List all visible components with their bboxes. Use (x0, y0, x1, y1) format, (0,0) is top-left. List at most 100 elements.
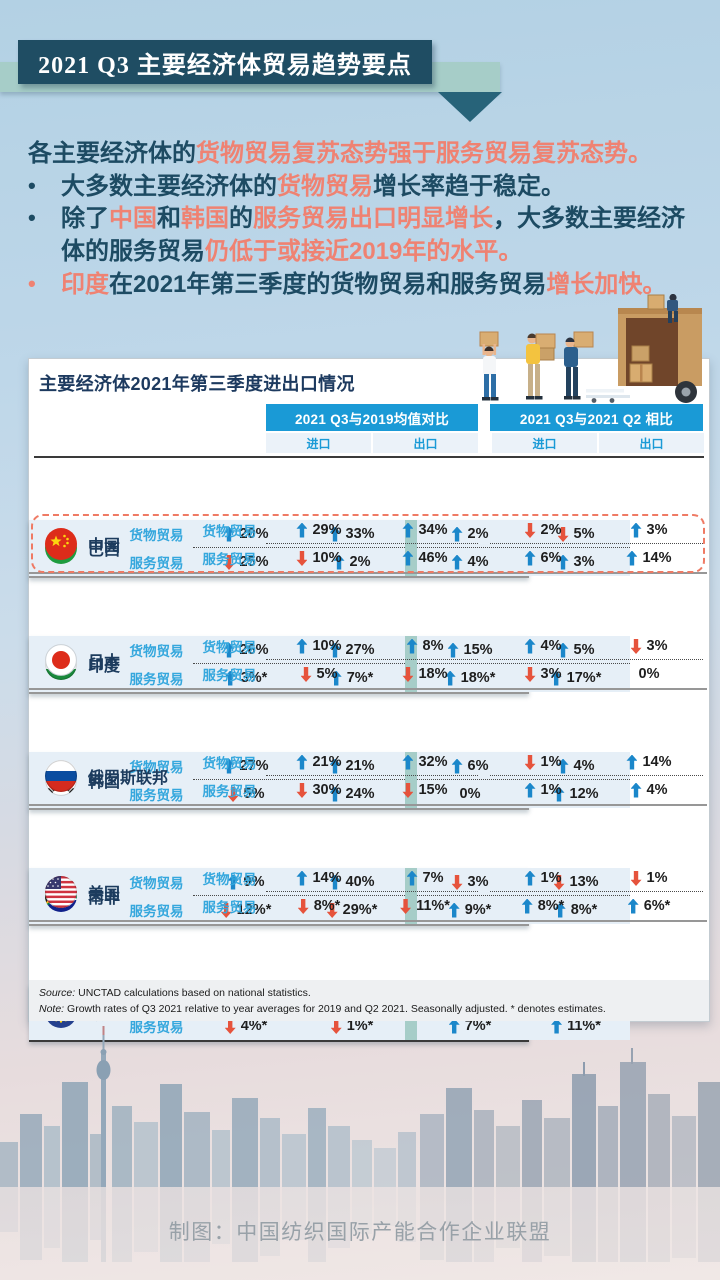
value-text: 9% (243, 874, 265, 890)
subheader-import-2019: 进口 (266, 433, 371, 453)
goods-trade-row: 货物贸易 14% 7% 1% 1% (193, 864, 707, 892)
column-gap (478, 892, 490, 920)
trade-value: 10% (266, 544, 372, 572)
trade-value: 33% (299, 520, 405, 548)
row-divider (490, 543, 703, 544)
goods-trade-row: 货物贸易 10% 8% 4% 3% (193, 632, 707, 660)
row-divider (417, 895, 631, 896)
down-arrow-icon (631, 639, 642, 654)
bullet-dot: • (28, 270, 36, 296)
trade-type-label: 服务贸易 (202, 900, 257, 915)
trade-value: 3%* (193, 664, 299, 692)
row-divider (266, 891, 478, 892)
services-trade-row: 服务贸易 8%* 11%* 8%* 6%* (193, 892, 707, 920)
trade-type-label: 货物贸易 (120, 520, 194, 548)
country-name: 韩国 (88, 774, 121, 791)
up-arrow-icon (524, 782, 536, 798)
value-text: 14% (642, 754, 672, 770)
down-arrow-icon (400, 899, 411, 914)
source-note: Source: UNCTAD calculations based on nat… (39, 985, 699, 1001)
trade-value: 8%* (523, 896, 629, 924)
up-arrow-icon (444, 670, 456, 686)
trade-value: 8%* (490, 892, 596, 920)
source-label: Source: (39, 987, 76, 999)
trade-value: 26% (193, 636, 299, 664)
value-text: 7%* (464, 1018, 492, 1034)
value-text: 5% (573, 642, 595, 658)
trade-type-label: 服务贸易 (120, 780, 194, 808)
up-arrow-icon (451, 526, 463, 542)
values-vs-q2: 2% 3% (490, 516, 703, 544)
value-text: 25% (239, 554, 269, 570)
up-arrow-icon (524, 870, 536, 886)
row-divider (193, 895, 406, 896)
down-arrow-icon (631, 871, 642, 886)
trade-value: 9%* (417, 896, 523, 924)
subheader-export-2019: 出口 (373, 433, 478, 453)
up-arrow-icon (521, 898, 533, 914)
country-cell: 俄罗斯联邦 (29, 748, 193, 804)
trade-value: 17%* (523, 664, 629, 692)
trade-value: 11%* (372, 892, 478, 920)
value-text: 29%* (342, 902, 378, 918)
up-arrow-icon (451, 758, 463, 774)
services-trade-row: 服务贸易 5% 24% 0% 12% (120, 780, 631, 808)
japan-flag-icon (45, 644, 77, 676)
column-gap (478, 544, 490, 572)
values-vs-q2: 1% 4% (490, 776, 703, 804)
table-notes: Source: UNCTAD calculations based on nat… (29, 980, 709, 1021)
trade-value: 5% (523, 520, 629, 548)
up-arrow-icon (330, 670, 342, 686)
value-text: 0% (638, 666, 660, 682)
values-vs-q2: 4% 3% (490, 632, 703, 660)
trade-value: 6%* (596, 892, 702, 920)
country-name: 巴西 (88, 542, 121, 559)
highlighted-text: 仍低于或接近2019年的水平。 (205, 237, 523, 265)
value-text: 3% (646, 522, 668, 538)
subheaders: 进口 出口 进口 出口 (266, 433, 704, 453)
comparison-headers: 2021 Q3与2019均值对比 2021 Q3与2021 Q2 相比 (266, 404, 703, 431)
value-text: 6%* (643, 898, 671, 914)
values-vs-q2: 18%* 17%* (417, 664, 631, 692)
value-text: 4%* (240, 1018, 268, 1034)
trade-value: 3% (596, 632, 702, 660)
bullet-text: 除了中国和韩国的服务贸易出口明显增长，大多数主要经济体的服务贸易仍低于或接近20… (61, 203, 704, 268)
header-vs-2019: 2021 Q3与2019均值对比 (266, 404, 478, 431)
up-arrow-icon (448, 1018, 460, 1034)
bullet-dot: • (28, 172, 36, 198)
down-arrow-icon (402, 783, 413, 798)
row-divider (193, 663, 406, 664)
trade-value: 8% (372, 632, 478, 660)
trade-value: 3% (596, 516, 702, 544)
highlighted-text: 货物贸易 (277, 172, 373, 200)
services-trade-row: 服务贸易 30% 15% 1% 4% (193, 776, 707, 804)
trade-type-label: 货物贸易 (202, 872, 257, 887)
text-segment: 除了 (61, 205, 109, 233)
country-name: 俄罗斯联邦 (88, 770, 169, 787)
value-text: 46% (418, 550, 448, 566)
up-arrow-icon (524, 550, 536, 566)
value-text: 7% (422, 870, 444, 886)
values-vs-q2: 0% 12% (417, 780, 631, 808)
values-vs-2019: 10% 46% (266, 544, 478, 572)
trade-value: 27% (193, 752, 299, 780)
value-text: 4% (646, 782, 668, 798)
up-arrow-icon (296, 638, 308, 654)
credit-line: 制图：中国纺织国际产能合作企业联盟 (168, 1221, 552, 1244)
value-text: 4% (467, 554, 489, 570)
trade-value: 4% (596, 776, 702, 804)
down-arrow-icon (296, 783, 307, 798)
values-vs-2019: 10% 8% (266, 632, 478, 660)
value-text: 1% (540, 754, 562, 770)
trade-value: 5% (266, 660, 372, 688)
values-vs-2019: 30% 15% (266, 776, 478, 804)
value-text: 10% (312, 638, 342, 654)
value-text: 34% (418, 522, 448, 538)
country-cell: 美国 (29, 864, 193, 920)
trade-value: 18% (372, 660, 478, 688)
values-vs-q2: 3% 0% (490, 660, 703, 688)
trade-value: 1% (490, 776, 596, 804)
services-trade-row: 服务贸易 12%* 29%* 9%* 8%* (120, 896, 631, 924)
key-points-section: 各主要经济体的货物贸易复苏态势强于服务贸易复苏态势。 • 大多数主要经济体的货物贸易… (28, 138, 704, 301)
trade-value: 21% (299, 752, 405, 780)
